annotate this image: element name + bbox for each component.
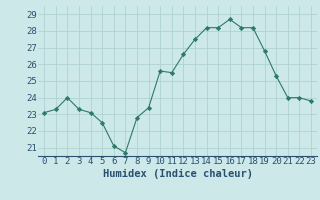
X-axis label: Humidex (Indice chaleur): Humidex (Indice chaleur) bbox=[103, 169, 252, 179]
